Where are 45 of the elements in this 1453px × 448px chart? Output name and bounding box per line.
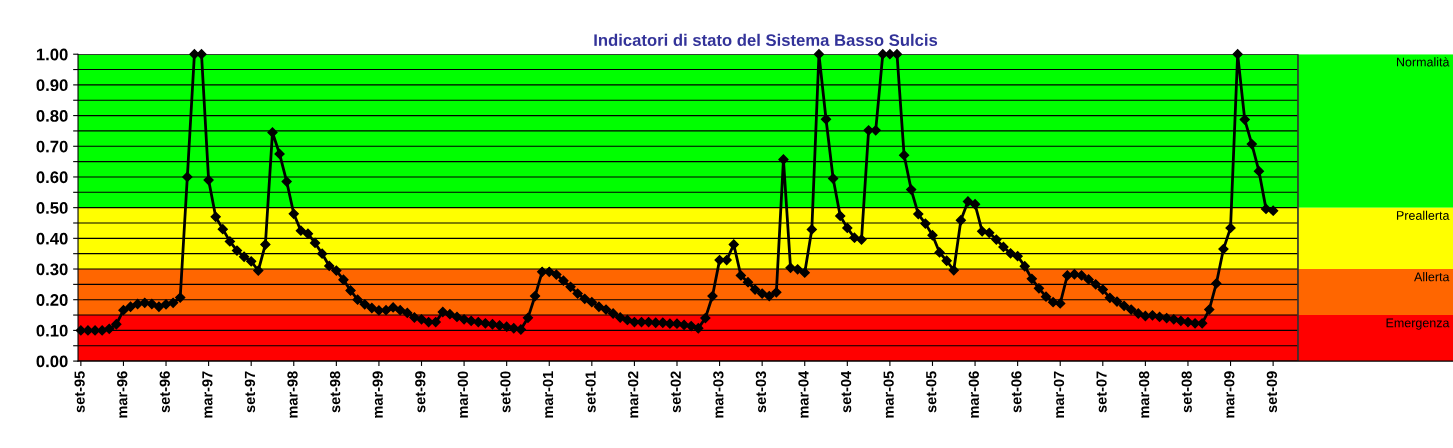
y-tick-label: 0.50 [36, 202, 68, 214]
y-tick-label: 0.40 [36, 232, 68, 245]
x-tick-label: mar-96 [117, 371, 128, 418]
x-tick-label: set-99 [415, 371, 426, 413]
x-tick-label: mar-99 [372, 371, 383, 418]
band-label: Emergenza [1386, 318, 1450, 330]
x-tick-label: mar-06 [968, 371, 979, 418]
y-tick-label: 0.00 [36, 355, 68, 368]
x-tick-label: mar-09 [1224, 371, 1235, 418]
chart-title: Indicatori di stato del Sistema Basso Sulcis [594, 33, 938, 47]
band-label: Preallerta [1396, 210, 1450, 220]
x-tick-label: set-98 [329, 371, 341, 413]
x-tick-label: mar-07 [1053, 371, 1065, 418]
x-tick-label: mar-01 [542, 371, 554, 418]
y-tick-label: 0.60 [36, 171, 68, 184]
y-tick-label: 0.80 [36, 109, 68, 122]
y-tick-label: 0.30 [36, 263, 68, 276]
x-tick-label: set-97 [244, 371, 256, 413]
x-tick-label: mar-08 [1138, 371, 1150, 418]
x-tick-label: mar-00 [457, 371, 469, 418]
x-tick-label: set-06 [1011, 371, 1022, 413]
band-label: Normalità [1396, 57, 1450, 67]
x-tick-label: set-01 [585, 371, 596, 413]
x-tick-label: mar-97 [202, 371, 213, 418]
x-tick-label: mar-02 [628, 371, 639, 418]
x-tick-label: set-00 [500, 371, 511, 413]
x-tick-label: set-08 [1181, 371, 1192, 413]
y-tick-label: 1.00 [36, 48, 68, 61]
x-tick-label: mar-98 [287, 371, 298, 418]
x-tick-label: set-02 [670, 371, 681, 413]
y-tick-label: 0.90 [36, 79, 68, 92]
band-label: Allerta [1414, 272, 1450, 282]
x-tick-label: mar-03 [713, 371, 724, 418]
x-tick-label: set-09 [1266, 371, 1278, 413]
x-tick-label: set-05 [926, 371, 937, 413]
x-tick-label: mar-05 [883, 371, 894, 418]
y-tick-label: 0.70 [36, 140, 68, 153]
y-tick-label: 0.10 [36, 324, 68, 337]
x-tick-label: mar-04 [798, 370, 809, 418]
x-tick-label: set-04 [840, 370, 852, 413]
x-tick-label: set-96 [159, 371, 170, 413]
x-tick-label: set-03 [755, 371, 767, 413]
y-tick-label: 0.20 [36, 294, 68, 306]
x-tick-label: set-07 [1096, 371, 1107, 413]
x-tick-label: set-95 [74, 371, 85, 413]
